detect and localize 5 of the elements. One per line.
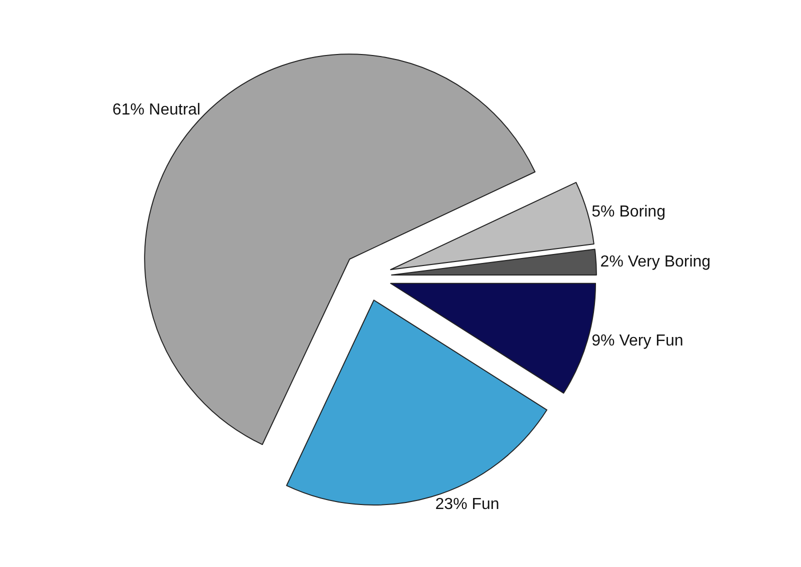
slice-label: 5% Boring (592, 203, 666, 220)
slice-label: 2% Very Boring (600, 254, 711, 271)
slice-label: 9% Very Fun (592, 332, 684, 350)
slice-label: 61% Neutral (112, 101, 200, 118)
slice-label: 23% Fun (435, 496, 500, 514)
